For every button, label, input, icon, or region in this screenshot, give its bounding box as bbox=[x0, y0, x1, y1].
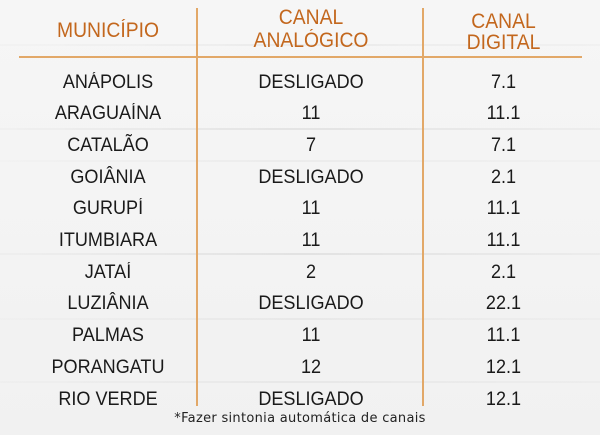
header-analogico-line1: CANAL bbox=[278, 6, 344, 29]
header-digital-line2: DIGITAL bbox=[466, 31, 541, 54]
cell-municipio: LUZIÂNIA bbox=[67, 293, 149, 314]
cell-digital: 7.1 bbox=[490, 72, 517, 93]
cell-municipio: RIO VERDE bbox=[58, 389, 158, 410]
cell-analogico: 7 bbox=[305, 135, 317, 156]
cell-municipio: GOIÂNIA bbox=[70, 167, 146, 188]
cell-analogico: 11 bbox=[301, 103, 321, 124]
cell-analogico: DESLIGADO bbox=[258, 72, 364, 93]
column-divider-2 bbox=[422, 8, 424, 406]
cell-digital: 2.1 bbox=[490, 167, 517, 188]
cell-municipio: PALMAS bbox=[72, 325, 144, 346]
cell-digital: 12.1 bbox=[485, 357, 522, 378]
cell-digital: 2.1 bbox=[490, 262, 517, 283]
cell-digital: 11.1 bbox=[486, 325, 521, 346]
cell-analogico: 2 bbox=[305, 262, 317, 283]
cell-municipio: CATALÃO bbox=[67, 135, 149, 156]
cell-analogico: DESLIGADO bbox=[258, 167, 364, 188]
cell-municipio: ITUMBIARA bbox=[58, 230, 158, 251]
cell-digital: 7.1 bbox=[490, 135, 517, 156]
column-divider-1 bbox=[196, 8, 198, 406]
cell-municipio: ARAGUAÍNA bbox=[54, 103, 162, 124]
cell-digital: 11.1 bbox=[486, 230, 521, 251]
cell-digital: 11.1 bbox=[486, 103, 521, 124]
cell-digital: 11.1 bbox=[486, 198, 521, 219]
cell-digital: 12.1 bbox=[485, 389, 522, 410]
cell-analogico: 12 bbox=[300, 357, 322, 378]
cell-analogico: 11 bbox=[301, 230, 321, 251]
footnote: *Fazer sintonia automática de canais bbox=[174, 411, 426, 426]
header-municipio: MUNICÍPIO bbox=[57, 19, 159, 42]
cell-analogico: 11 bbox=[301, 325, 321, 346]
cell-analogico: DESLIGADO bbox=[258, 293, 364, 314]
cell-analogico: 11 bbox=[301, 198, 321, 219]
header-digital-line1: CANAL bbox=[471, 10, 536, 33]
cell-digital: 22.1 bbox=[485, 293, 522, 314]
cell-municipio: ANÁPOLIS bbox=[62, 72, 154, 93]
cell-municipio: GURUPÍ bbox=[72, 198, 144, 219]
cell-analogico: DESLIGADO bbox=[258, 389, 364, 410]
cell-municipio: PORANGATU bbox=[51, 357, 165, 378]
cell-municipio: JATAÍ bbox=[84, 262, 132, 283]
header-divider bbox=[19, 56, 582, 58]
header-analogico-line2: ANALÓGICO bbox=[253, 29, 369, 52]
